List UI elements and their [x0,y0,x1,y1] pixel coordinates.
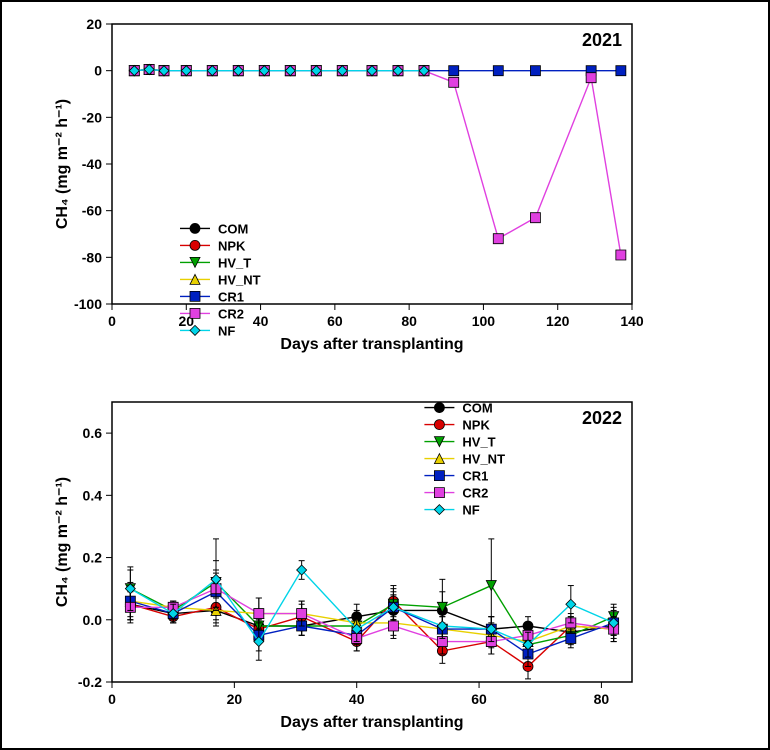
chart-svg: 020406080100120140-100-80-60-40-20020202… [52,14,712,364]
legend-label: CR1 [462,469,488,484]
marker-CR1 [566,633,576,643]
xtick-label: 80 [594,691,610,707]
xtick-label: 40 [349,691,365,707]
marker-CR1 [449,66,459,76]
panel-2021: 020406080100120140-100-80-60-40-20020202… [52,14,712,364]
marker-CR2 [530,213,540,223]
xtick-label: 60 [327,313,343,329]
ytick-label: 20 [86,16,102,32]
legend-label: CR2 [218,306,244,321]
legend-label: CR2 [462,486,488,501]
xlabel: Days after transplanting [280,336,463,353]
xtick-label: 0 [108,313,116,329]
ytick-label: 0.0 [83,612,103,628]
year-label: 2022 [582,408,622,428]
legend-label: COM [462,401,492,416]
legend-label: NF [462,503,479,518]
marker-CR1 [530,66,540,76]
xlabel: Days after transplanting [280,714,463,731]
ylabel: CH₄ (mg m⁻² h⁻¹) [54,99,71,229]
marker-CR2 [586,73,596,83]
marker-CR1 [493,66,503,76]
ylabel: CH₄ (mg m⁻² h⁻¹) [54,477,71,607]
xtick-label: 120 [546,313,570,329]
legend-label: COM [218,221,248,236]
xtick-label: 100 [472,313,496,329]
legend-label: HV_NT [462,452,505,467]
xtick-label: 20 [227,691,243,707]
legend-label: CR1 [218,289,244,304]
marker-CR2 [493,234,503,244]
legend-label: HV_T [462,435,495,450]
panel-2022: 0 20 40 60 80 -0.2 0.0 0.2 0.4 0.6 2022 COM NPK HV_T H… [52,392,712,742]
xtick-label: 60 [471,691,487,707]
marker-CR2 [297,609,307,619]
marker-CR2 [388,621,398,631]
legend-label: NPK [218,238,246,253]
chart-svg: 0 20 40 60 80 -0.2 0.0 0.2 0.4 0.6 2022 COM NPK HV_T H… [52,392,712,742]
ytick-label: 0.2 [83,550,103,566]
ytick-label: 0.4 [83,487,103,503]
xtick-label: 40 [253,313,269,329]
legend-label: HV_T [218,255,251,270]
ytick-label: -60 [82,203,102,219]
ytick-label: -80 [82,249,102,265]
legend-label: NF [218,323,235,338]
figure-page: 0 20 40 60 80 100 120 140 -100 -80 -60 -40 -20 0 20 202… [0,0,770,750]
plot-area [112,402,632,682]
xtick-label: 80 [401,313,417,329]
ytick-label: 0.6 [83,425,103,441]
ytick-label: -20 [82,109,102,125]
legend-label: HV_NT [218,272,261,287]
marker-CR2 [254,609,264,619]
ytick-label: -0.2 [78,674,102,690]
ytick-label: 0 [94,63,102,79]
ytick-label: -40 [82,156,102,172]
marker-CR2 [616,250,626,260]
ytick-label: -100 [74,296,102,312]
marker-CR1 [616,66,626,76]
legend-label: NPK [462,418,490,433]
marker-CR2 [449,77,459,87]
xtick-label: 140 [620,313,644,329]
year-label: 2021 [582,30,622,50]
xtick-label: 0 [108,691,116,707]
